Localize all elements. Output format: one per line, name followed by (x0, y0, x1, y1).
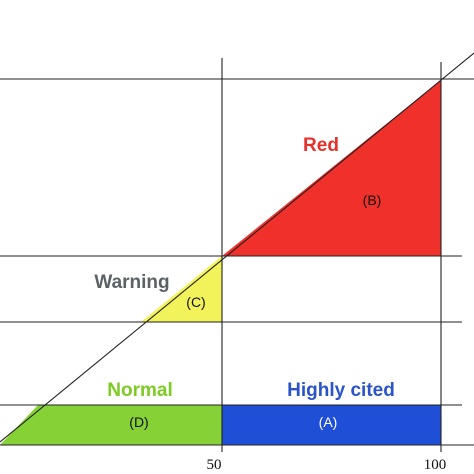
highly-cited-region (222, 405, 441, 445)
highly-cited-title: Highly cited (287, 380, 395, 401)
warning-region (141, 256, 222, 322)
normal-region (0, 405, 222, 445)
diagonal-line (0, 52, 474, 443)
normal-code: (D) (129, 414, 148, 430)
warning-code: (C) (186, 294, 205, 310)
normal-title: Normal (107, 380, 172, 401)
x-tick-50: 50 (207, 457, 222, 473)
red-code: (B) (363, 192, 382, 208)
x-tick-100: 100 (424, 457, 447, 473)
red-region (222, 80, 441, 256)
warning-title: Warning (94, 272, 169, 293)
highly-cited-code: (A) (319, 414, 338, 430)
red-title: Red (303, 135, 339, 156)
